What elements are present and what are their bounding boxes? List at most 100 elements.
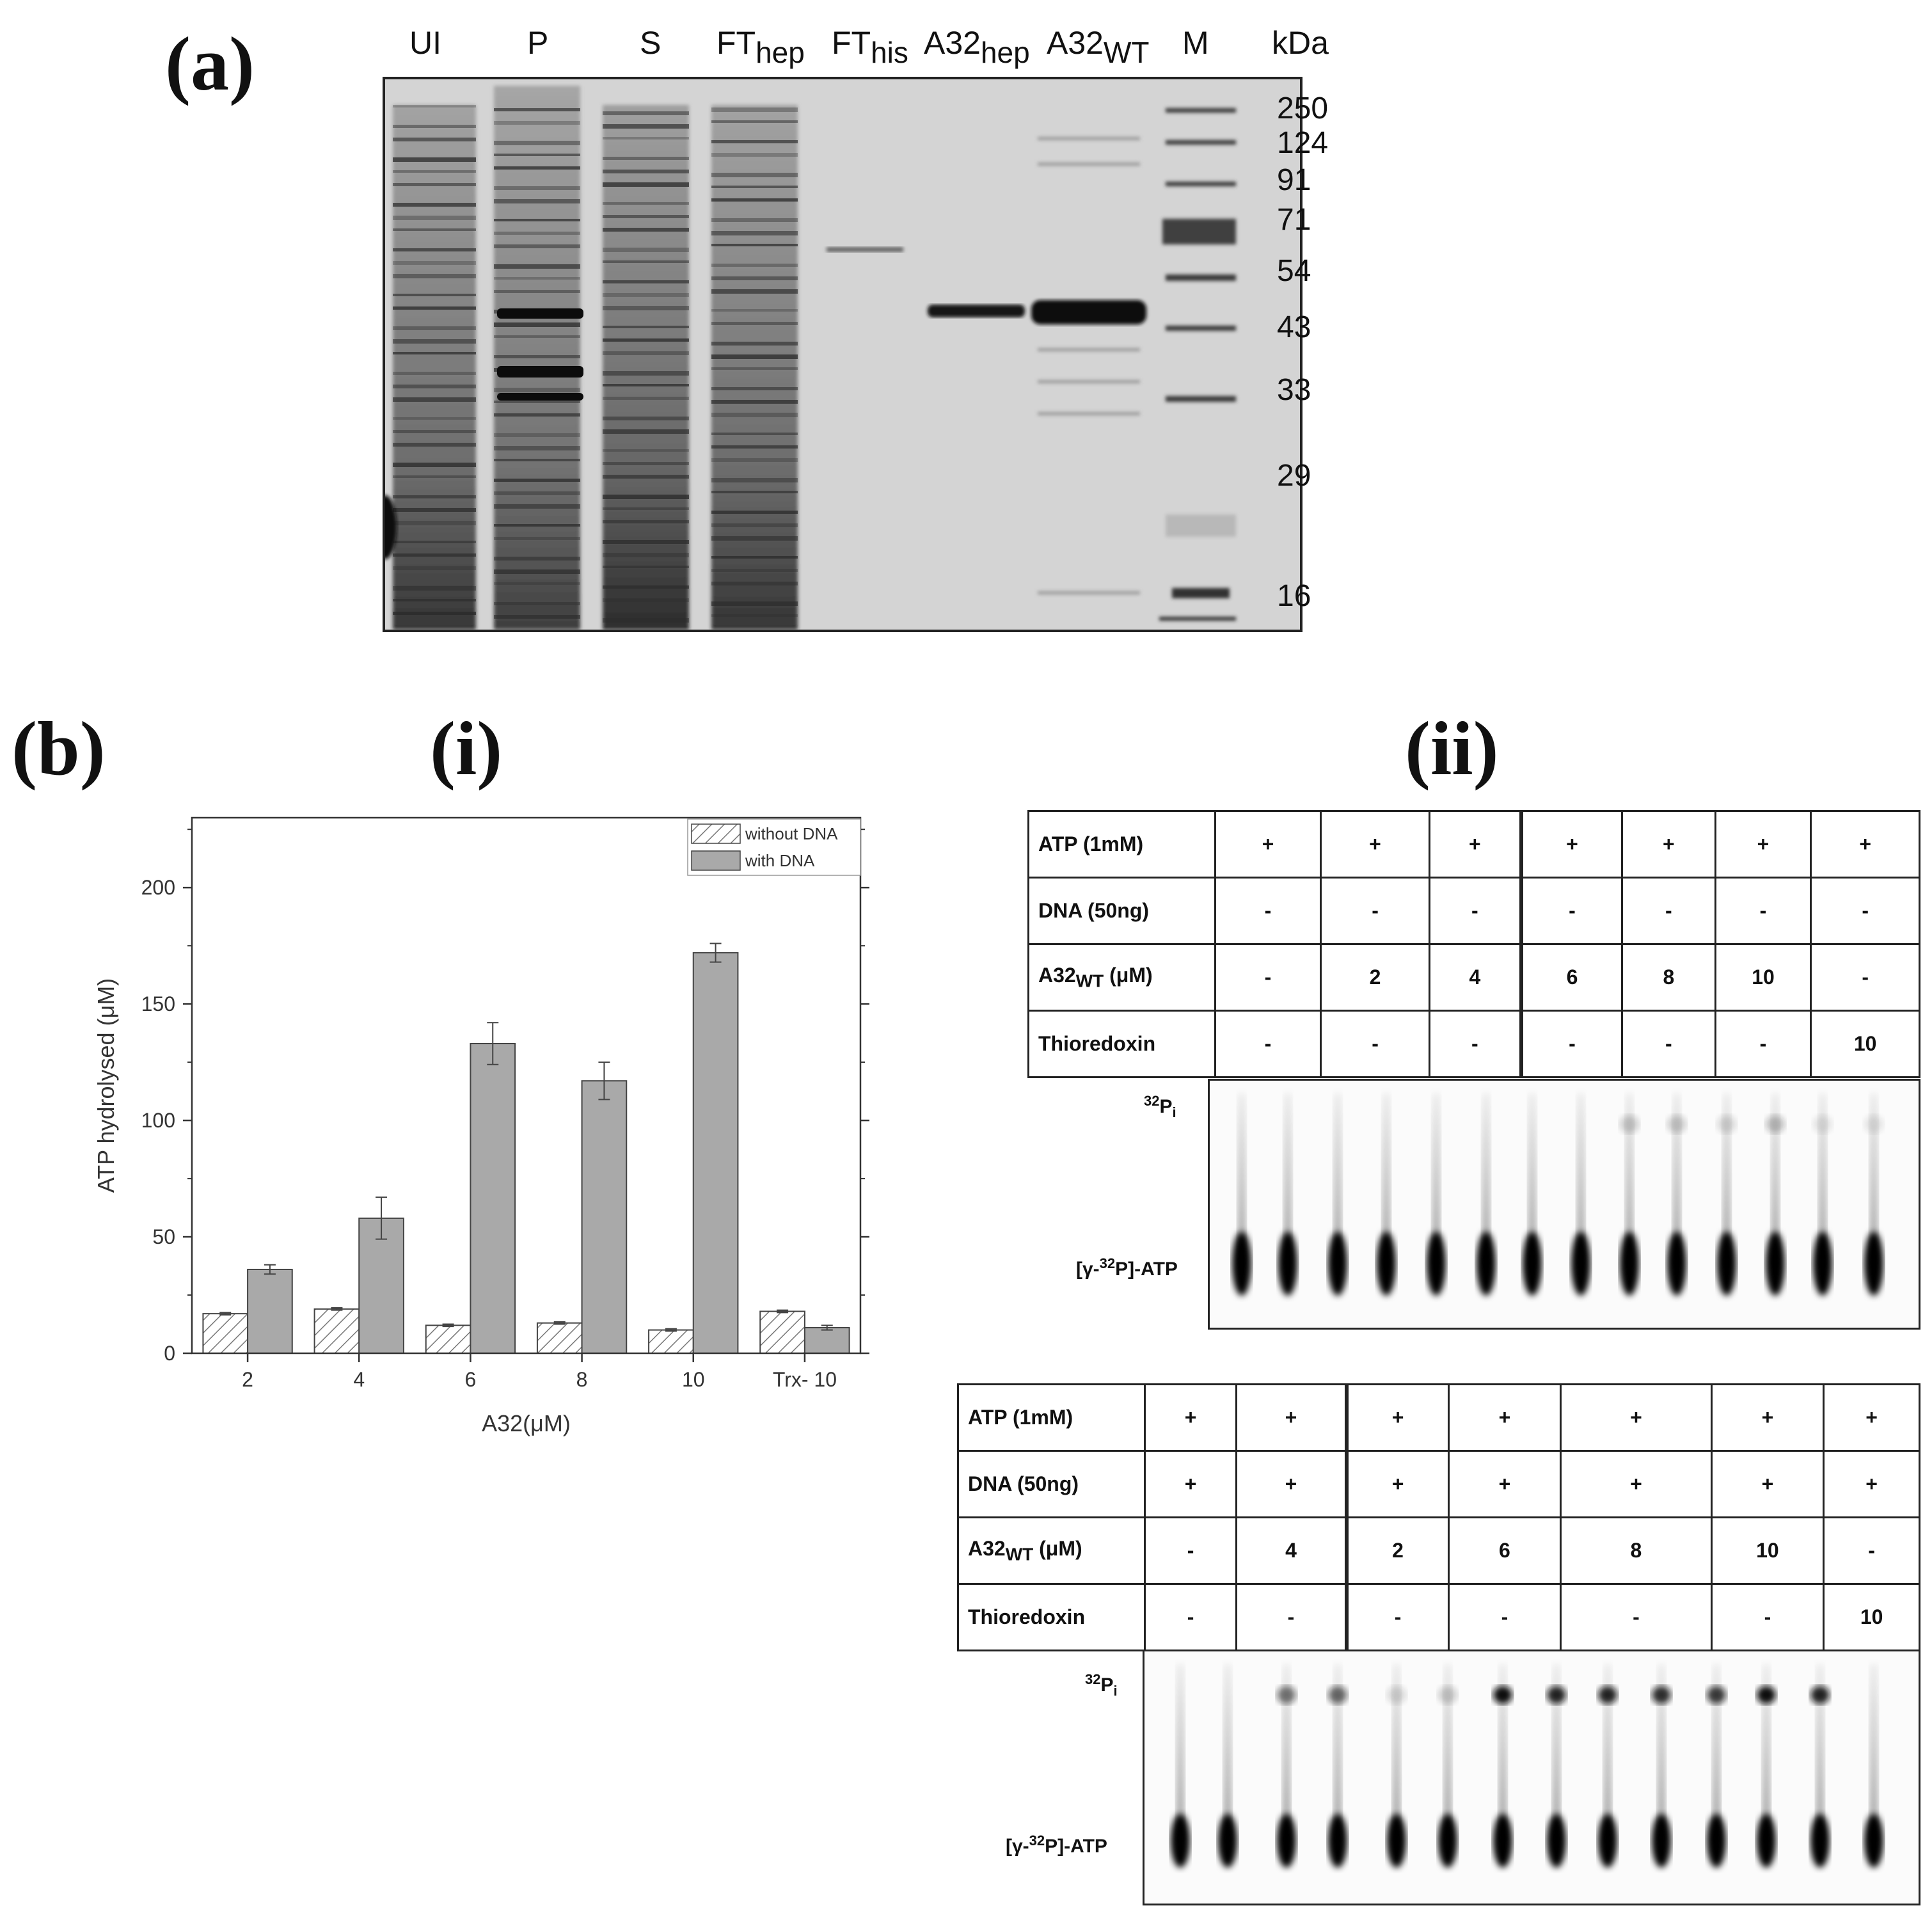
bar-with-dna xyxy=(470,1042,516,1354)
table-cell: - xyxy=(1810,943,1920,1012)
table-cell: + xyxy=(1560,1450,1713,1518)
reaction-conditions-table-bottom: ATP (1mM) + + + + + + + DNA (50ng) + + + + + + + A32WT (… xyxy=(957,1383,1920,1651)
table-row: ATP (1mM) + + + + + + + xyxy=(1027,810,1920,879)
table-cell: + xyxy=(1823,1383,1920,1452)
tlc-trail xyxy=(1176,1664,1185,1841)
atp-spot xyxy=(1707,1814,1726,1868)
table-cell: + xyxy=(1519,810,1624,879)
pi-spot xyxy=(1620,1115,1639,1133)
error-bar xyxy=(487,1022,499,1065)
table-cell: 8 xyxy=(1621,943,1716,1012)
table-cell: - xyxy=(1143,1583,1238,1651)
row-header: A32WT (μM) xyxy=(957,1516,1146,1585)
pi-spot xyxy=(1598,1686,1617,1704)
atp-spot xyxy=(1864,1814,1883,1868)
atp-spot xyxy=(1493,1814,1512,1868)
table-cell: 4 xyxy=(1235,1516,1348,1585)
pi-spot xyxy=(1717,1115,1736,1133)
table-cell: - xyxy=(1447,1583,1562,1651)
atp-spot xyxy=(1328,1814,1347,1868)
table-row: Thioredoxin - - - - - -10 xyxy=(957,1583,1920,1651)
table-cell: + xyxy=(1428,810,1523,879)
atp-spot xyxy=(1766,1232,1785,1296)
mw-marker-label: 91 xyxy=(1277,163,1311,197)
tlc-trail xyxy=(1625,1093,1634,1264)
kda-unit-label: kDa xyxy=(1272,25,1329,61)
mw-marker-label: 43 xyxy=(1277,310,1311,344)
y-tick-label: 200 xyxy=(141,876,175,899)
table-cell: + xyxy=(1560,1383,1713,1452)
table-cell: + xyxy=(1320,810,1430,879)
pi-spot xyxy=(1707,1686,1726,1704)
tlc-trail xyxy=(1382,1093,1391,1264)
table-cell: - xyxy=(1519,877,1624,945)
table-cell: - xyxy=(1344,1583,1450,1651)
x-tick-label: 2 xyxy=(242,1368,253,1391)
table-cell: - xyxy=(1214,877,1322,945)
atp-spot xyxy=(1328,1232,1347,1296)
bar-without-dna xyxy=(202,1313,249,1354)
error-bar xyxy=(219,1312,232,1316)
atp-spot xyxy=(1438,1814,1457,1868)
pi-spot xyxy=(1328,1686,1347,1704)
table-cell: - xyxy=(1235,1583,1348,1651)
atp-spot xyxy=(1387,1814,1406,1868)
x-tick-label: Trx- 10 xyxy=(773,1368,837,1391)
bar-with-dna xyxy=(692,952,739,1354)
atp-spot xyxy=(1717,1232,1736,1296)
table-cell: - xyxy=(1428,877,1523,945)
plot-frame xyxy=(191,816,862,1355)
atp-spot xyxy=(1810,1814,1830,1868)
x-tick-label: 10 xyxy=(682,1368,705,1391)
table-cell: + xyxy=(1214,810,1322,879)
atp-spot xyxy=(1477,1232,1496,1296)
table-cell: - xyxy=(1320,1010,1430,1078)
table-row: DNA (50ng) - - - - - - - xyxy=(1027,877,1920,945)
panel-b-letter: (b) xyxy=(12,706,106,791)
table-cell: - xyxy=(1810,877,1920,945)
x-tick-label: 6 xyxy=(465,1368,477,1391)
mw-marker-label: 54 xyxy=(1277,254,1311,288)
panel-b-i-label: (i) xyxy=(430,706,503,791)
table-cell: + xyxy=(1714,810,1812,879)
bar-without-dna xyxy=(648,1329,694,1355)
tlc-spots-bottom xyxy=(1171,1664,1883,1868)
legend-swatch xyxy=(691,850,741,871)
atp-spot xyxy=(1523,1232,1542,1296)
table-cell: 6 xyxy=(1519,943,1624,1012)
x-tick-label: 4 xyxy=(353,1368,365,1391)
pi-label-top: 32Pi xyxy=(1144,1093,1176,1120)
gel-lane-label: S xyxy=(640,25,661,61)
mw-marker-label: 250 xyxy=(1277,91,1329,125)
gel-lane-label: A32WT xyxy=(1047,25,1150,69)
pi-spot xyxy=(1757,1686,1776,1704)
tlc-trail xyxy=(1552,1664,1561,1841)
tlc-spots-top xyxy=(1232,1093,1883,1296)
table-cell: 10 xyxy=(1823,1583,1920,1651)
pi-spot xyxy=(1493,1686,1512,1704)
pi-spot xyxy=(1810,1686,1830,1704)
row-header: ATP (1mM) xyxy=(1027,810,1216,879)
error-bar xyxy=(665,1328,677,1332)
mw-marker-label: 16 xyxy=(1277,579,1311,613)
table-row: A32WT (μM) -2 4 6 8 10- xyxy=(1027,943,1920,1012)
table-cell: + xyxy=(1143,1450,1238,1518)
atp-label-bottom: [γ-32P]-ATP xyxy=(1006,1833,1107,1857)
table-cell: 6 xyxy=(1447,1516,1562,1585)
table-cell: 8 xyxy=(1560,1516,1713,1585)
table-cell: + xyxy=(1621,810,1716,879)
tlc-trail xyxy=(1528,1093,1537,1264)
tlc-trail xyxy=(1869,1664,1878,1841)
tlc-trail xyxy=(1443,1664,1452,1841)
table-row: Thioredoxin - - - - - -10 xyxy=(1027,1010,1920,1078)
pi-spot xyxy=(1547,1686,1566,1704)
y-tick-label: 100 xyxy=(141,1109,175,1132)
table-cell: + xyxy=(1823,1450,1920,1518)
tlc-trail xyxy=(1869,1093,1878,1264)
bar-without-dna xyxy=(313,1308,360,1354)
panel-b-ii-label: (ii) xyxy=(1405,706,1499,791)
atp-spot xyxy=(1427,1232,1446,1296)
tlc-trail xyxy=(1282,1664,1291,1841)
atp-spot xyxy=(1218,1814,1237,1868)
table-cell: + xyxy=(1344,1383,1450,1452)
